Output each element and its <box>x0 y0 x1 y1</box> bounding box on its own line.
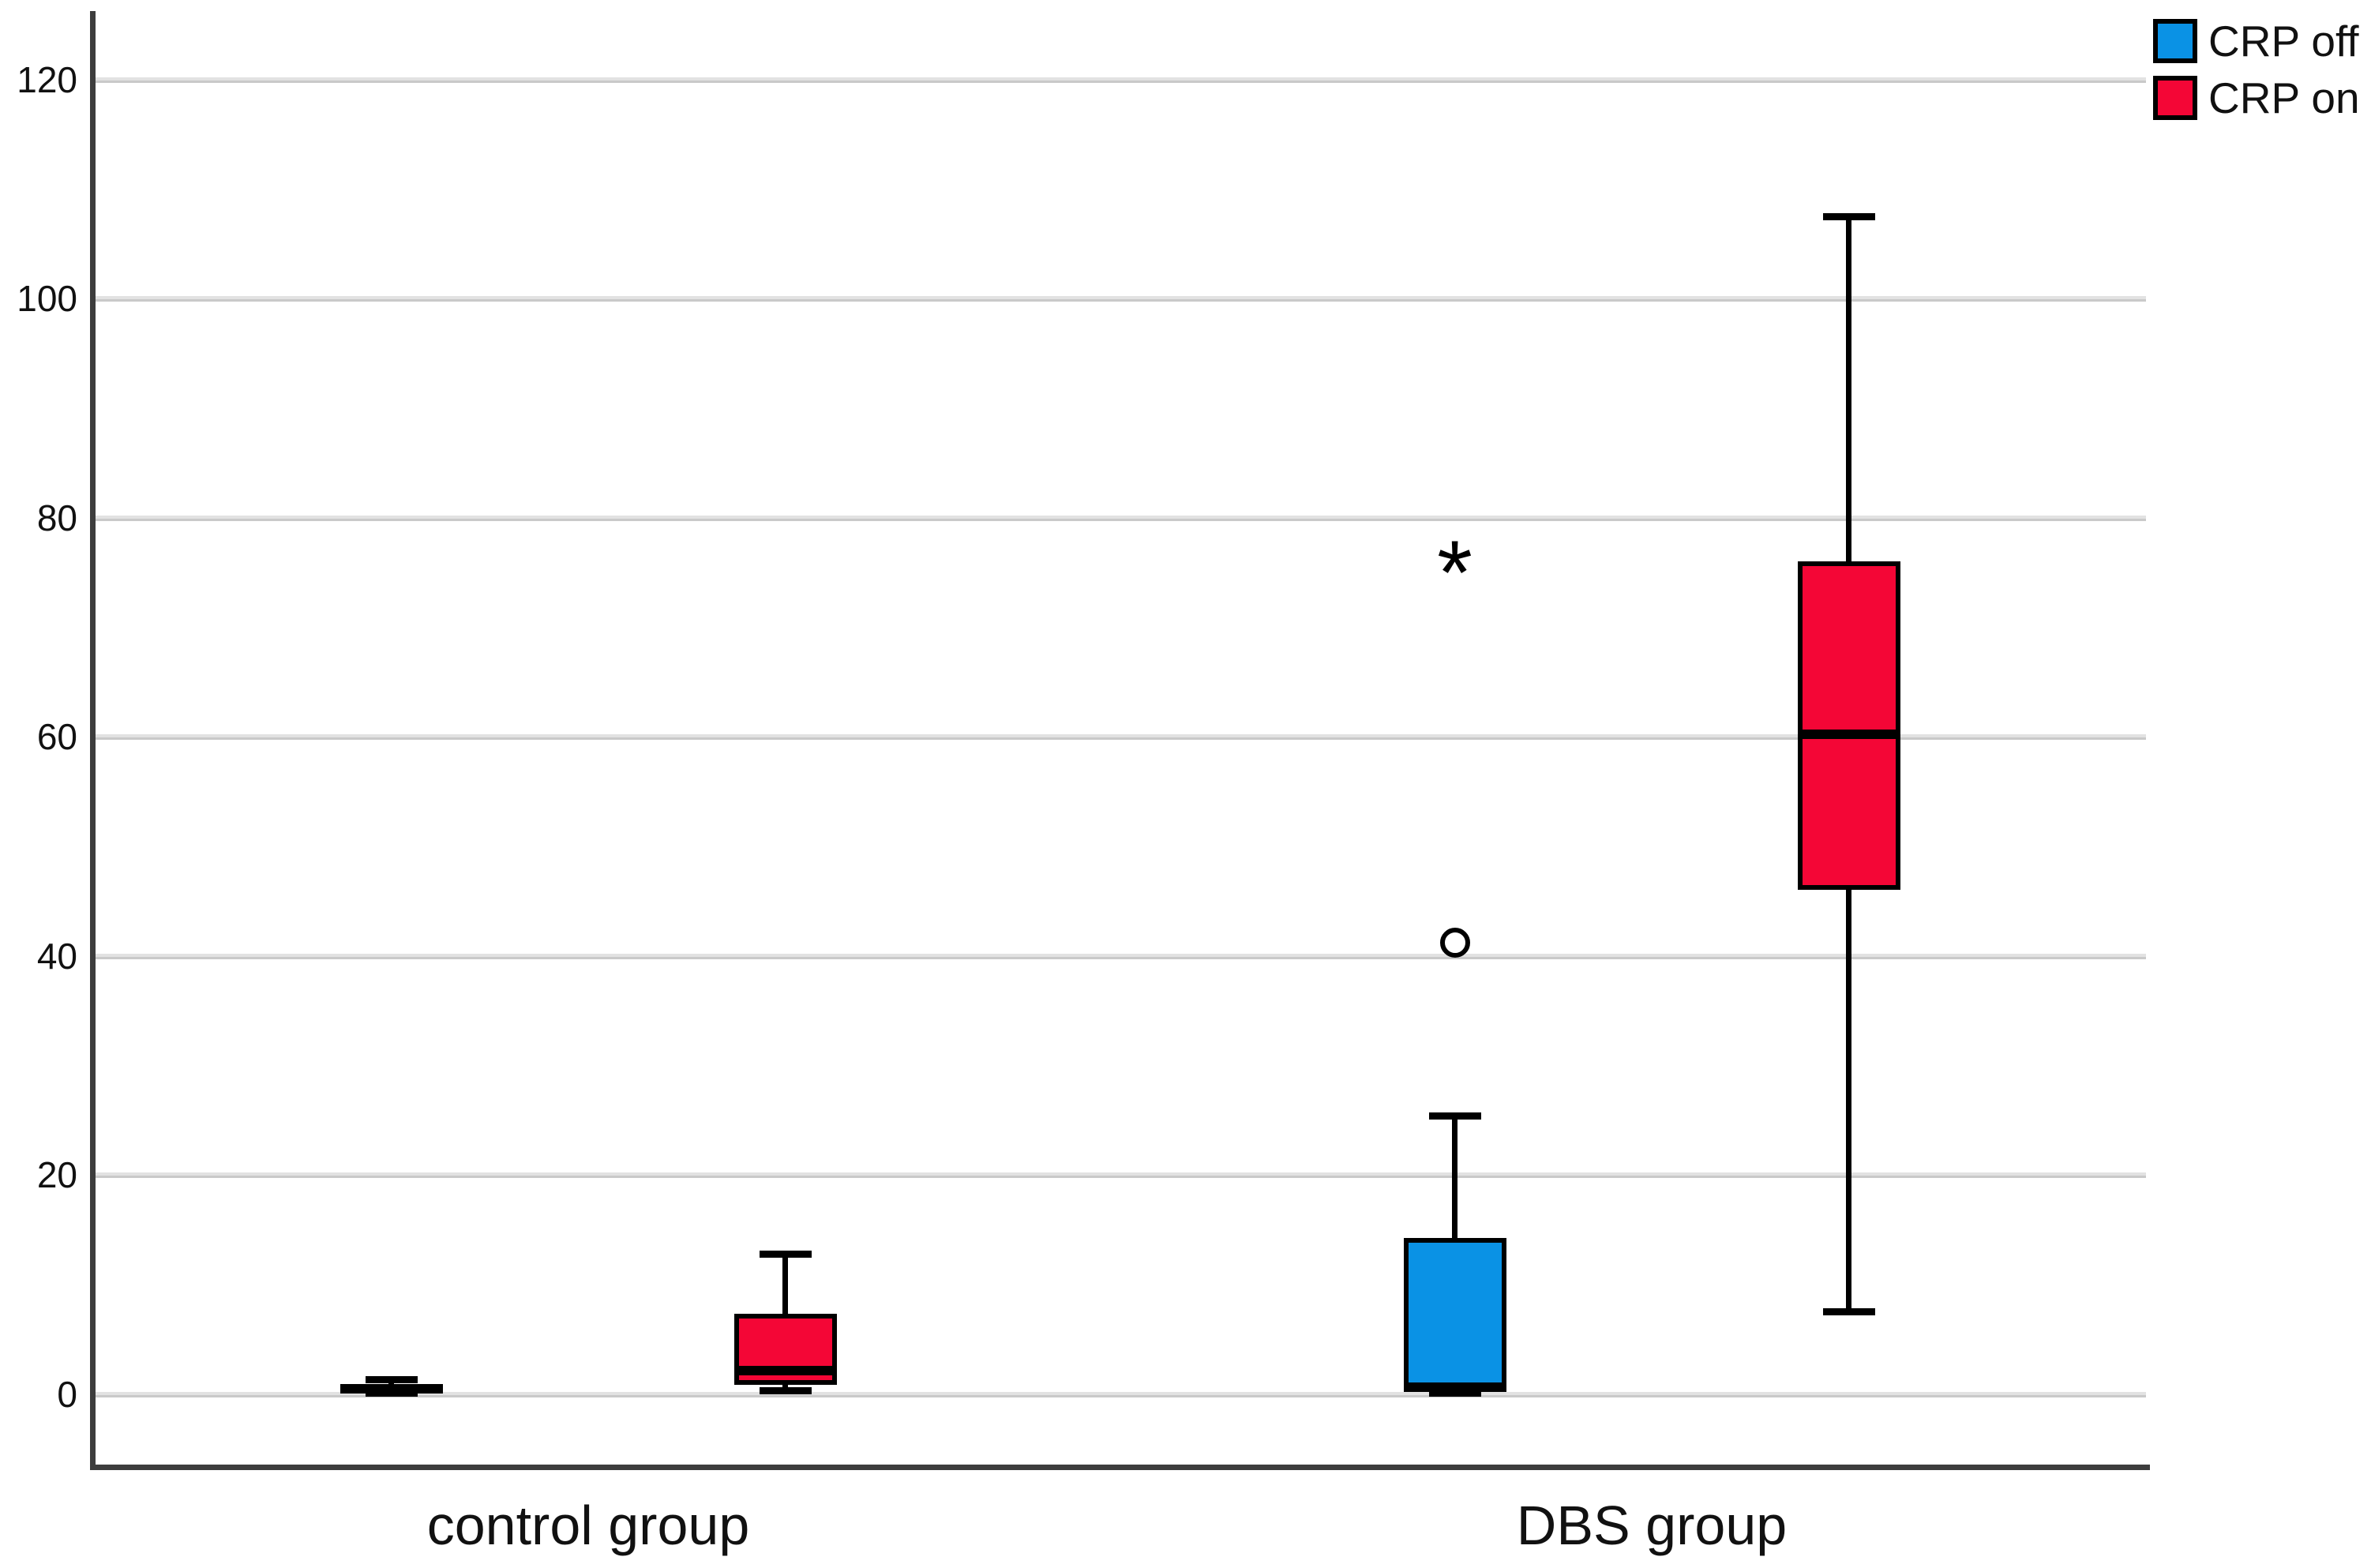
box-crp-off-dbs-group <box>1403 1238 1506 1391</box>
whisker-top-cap-crp-on-dbs-group <box>1822 212 1875 220</box>
whisker-top-cap-crp-off-control-group <box>365 1376 418 1384</box>
extreme-outlier-asterisk-crp-off-dbs-group-0: * <box>1420 523 1491 619</box>
y-gridline-120 <box>96 77 2146 83</box>
box-crp-on-dbs-group <box>1797 561 1900 891</box>
median-crp-on-control-group <box>733 1366 837 1376</box>
x-axis-label-dbs-group: DBS group <box>1516 1495 1788 1556</box>
y-tick-label-40: 40 <box>36 935 77 977</box>
legend-swatch-crp-off <box>2153 19 2197 63</box>
y-tick-label-120: 120 <box>17 58 77 100</box>
whisker-top-cap-crp-on-control-group <box>759 1250 812 1258</box>
y-axis-line <box>90 11 96 1470</box>
asterisk-glyph: * <box>1437 523 1472 625</box>
y-gridline-100 <box>96 296 2146 302</box>
y-tick-label-80: 80 <box>36 497 77 538</box>
whisker-top-crp-off-dbs-group <box>1452 1116 1457 1239</box>
y-gridline-60 <box>96 734 2146 740</box>
median-crp-off-control-group <box>340 1383 443 1394</box>
legend-label-crp-on: CRP on <box>2208 73 2360 122</box>
outlier-circle-crp-off-dbs-group-0 <box>1439 927 1470 958</box>
y-tick-label-60: 60 <box>36 716 77 757</box>
legend-swatch-crp-on <box>2153 76 2197 120</box>
y-gridline-0 <box>96 1391 2146 1397</box>
y-gridline-80 <box>96 515 2146 521</box>
x-axis-label-control-group: control group <box>426 1495 750 1556</box>
y-tick-label-0: 0 <box>57 1373 77 1415</box>
legend-label-crp-off: CRP off <box>2208 17 2359 66</box>
whisker-bottom-crp-on-dbs-group <box>1846 890 1851 1312</box>
whisker-top-crp-on-dbs-group <box>1846 216 1851 561</box>
legend-entry-crp-on: CRP on <box>2153 76 2360 120</box>
whisker-top-cap-crp-off-dbs-group <box>1428 1112 1481 1120</box>
whisker-bottom-cap-crp-on-control-group <box>759 1387 812 1395</box>
x-axis-line <box>90 1465 2150 1470</box>
whisker-top-crp-on-control-group <box>782 1253 788 1315</box>
legend-entry-crp-off: CRP off <box>2153 19 2359 63</box>
whisker-bottom-cap-crp-off-dbs-group <box>1428 1390 1481 1397</box>
y-gridline-40 <box>96 953 2146 959</box>
y-tick-label-20: 20 <box>36 1154 77 1195</box>
whisker-bottom-cap-crp-on-dbs-group <box>1822 1308 1875 1316</box>
median-crp-off-dbs-group <box>1403 1382 1506 1393</box>
y-gridline-20 <box>96 1172 2146 1178</box>
median-crp-on-dbs-group <box>1797 730 1900 740</box>
y-tick-label-100: 100 <box>17 278 77 319</box>
